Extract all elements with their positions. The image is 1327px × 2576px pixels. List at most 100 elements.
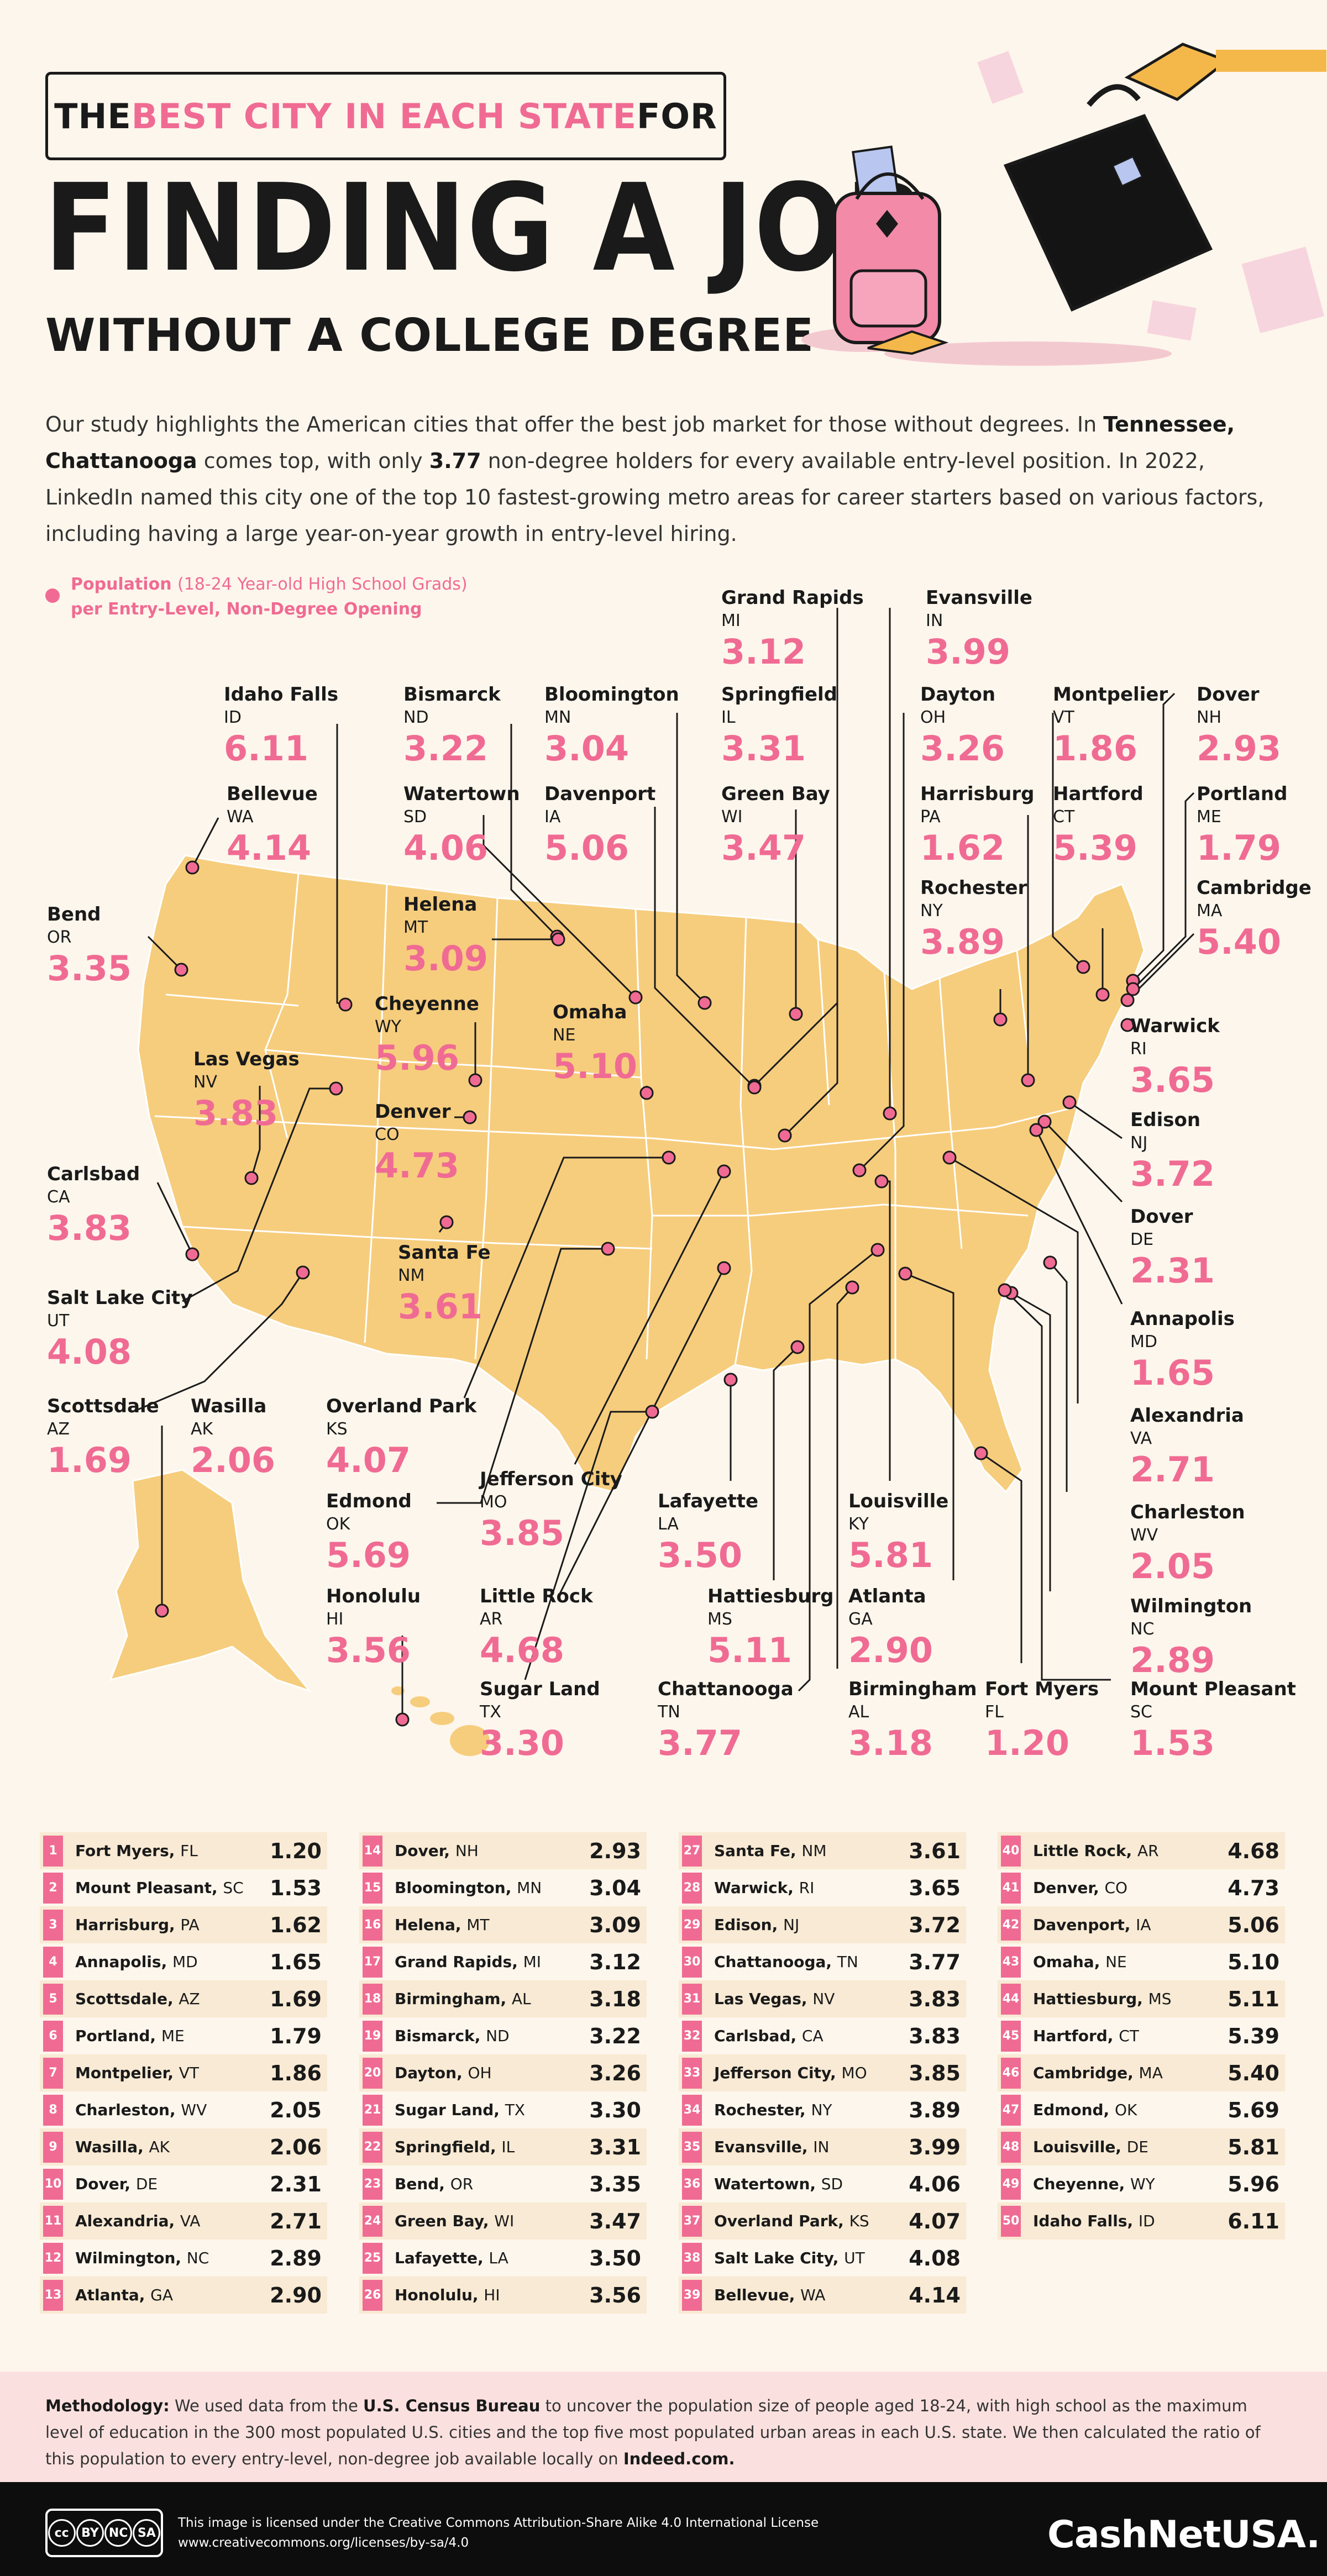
license-link[interactable]: www.creativecommons.org/licenses/by-sa/4… — [178, 2536, 469, 2550]
map-label-city: Bloomington — [544, 684, 679, 706]
city-dot — [1120, 1018, 1135, 1032]
row-city: Portland, ME — [75, 2027, 185, 2045]
leader-line — [1035, 1129, 1123, 1305]
intro-text-2: comes top, with only — [197, 449, 429, 473]
table-row: 8 Charleston, WV 2.05 — [40, 2091, 327, 2128]
row-city: Santa Fe, NM — [714, 1842, 827, 1860]
map-label: Cambridge MA 5.40 — [1197, 879, 1312, 959]
table-row: 16 Helena, MT 3.09 — [359, 1906, 647, 1943]
map-label: Warwick RI 3.65 — [1130, 1017, 1220, 1097]
table-row: 29 Edison, NJ 3.72 — [679, 1906, 966, 1943]
map-label-state: WY — [375, 1017, 401, 1037]
title-box: THE BEST CITY IN EACH STATE FOR — [45, 72, 726, 160]
methodology-bold-1: U.S. Census Bureau — [363, 2396, 541, 2415]
map-label-city: Watertown — [403, 783, 520, 805]
table-row: 6 Portland, ME 1.79 — [40, 2017, 327, 2054]
row-city: Dayton, OH — [395, 2064, 492, 2082]
map-label: Charleston WV 2.05 — [1130, 1503, 1245, 1584]
methodology-text-2: to uncover the population size of people… — [45, 2396, 1261, 2468]
intro-bold-value: 3.77 — [429, 449, 481, 473]
row-value: 2.31 — [270, 2172, 322, 2196]
map-label-value: 5.69 — [326, 1535, 411, 1575]
city-dot — [898, 1266, 912, 1281]
map-label: Little Rock AR 4.68 — [480, 1587, 593, 1668]
row-city: Green Bay, WI — [395, 2212, 515, 2230]
map-label-state: MA — [1197, 901, 1223, 921]
row-value: 3.83 — [909, 2023, 961, 2048]
row-state: KS — [849, 2212, 869, 2230]
legend-line2: per Entry-Level, Non-Degree Opening — [71, 600, 422, 619]
map-label-value: 3.65 — [1130, 1060, 1215, 1100]
rank-badge: 2 — [43, 1872, 63, 1904]
map-label-city: Cambridge — [1197, 877, 1312, 899]
map-label: Bend OR 3.35 — [47, 905, 132, 986]
table-row: 37 Overland Park, KS 4.07 — [679, 2202, 966, 2239]
row-city: Rochester, NY — [714, 2101, 832, 2119]
row-value: 3.72 — [909, 1912, 961, 1937]
row-state: WV — [181, 2101, 207, 2119]
map-label-city: Lafayette — [658, 1490, 759, 1512]
map-label-city: Helena — [403, 893, 478, 916]
row-city: Louisville, DE — [1033, 2138, 1148, 2156]
map-label: Rochester NY 3.89 — [920, 879, 1027, 959]
city-dot — [998, 1283, 1012, 1297]
rank-badge: 9 — [43, 2131, 63, 2163]
table-row: 14 Dover, NH 2.93 — [359, 1832, 647, 1869]
rank-badge: 39 — [682, 2279, 702, 2311]
title-post: FOR — [637, 96, 717, 136]
table-row: 15 Bloomington, MN 3.04 — [359, 1869, 647, 1906]
map-label-state: MO — [480, 1492, 507, 1512]
row-city: Wilmington, NC — [75, 2249, 209, 2267]
rank-badge: 38 — [682, 2242, 702, 2274]
table-row: 36 Watertown, SD 4.06 — [679, 2165, 966, 2202]
map-label: Wilmington NC 2.89 — [1130, 1597, 1252, 1678]
row-state: TX — [505, 2101, 525, 2119]
row-state: NH — [455, 1842, 479, 1860]
rank-badge: 7 — [43, 2057, 63, 2089]
map-label-state: TN — [658, 1702, 680, 1722]
map-label-city: Bend — [47, 903, 101, 926]
leader-line — [510, 724, 558, 938]
table-row: 47 Edmond, OK 5.69 — [998, 2091, 1285, 2128]
row-city: Springfield, IL — [395, 2138, 515, 2156]
table-row: 50 Idaho Falls, ID 6.11 — [998, 2202, 1285, 2239]
row-value: 3.35 — [589, 2172, 641, 2196]
row-state: NE — [1105, 1953, 1127, 1971]
rank-badge: 11 — [43, 2205, 63, 2237]
rank-badge: 21 — [363, 2094, 382, 2126]
map-label-city: Overland Park — [326, 1395, 477, 1417]
map-label-city: Santa Fe — [398, 1242, 491, 1264]
city-dot — [778, 1128, 792, 1143]
row-state: VT — [179, 2064, 199, 2082]
map-label-value: 6.11 — [224, 728, 308, 769]
map-label-city: Dayton — [920, 684, 996, 706]
map-label-city: Denver — [375, 1101, 451, 1123]
table-row: 45 Hartford, CT 5.39 — [998, 2017, 1285, 2054]
map-label: Hartford CT 5.39 — [1053, 785, 1144, 865]
table-row: 18 Birmingham, AL 3.18 — [359, 1980, 647, 2017]
row-value: 3.12 — [589, 1949, 641, 1974]
rank-badge: 14 — [363, 1835, 382, 1867]
license-text: This image is licensed under the Creativ… — [178, 2513, 819, 2553]
map-label-value: 1.20 — [985, 1723, 1069, 1763]
map-label-state: SD — [403, 807, 427, 827]
row-city: Mount Pleasant, SC — [75, 1879, 244, 1897]
rank-badge: 22 — [363, 2131, 382, 2163]
leader-line — [798, 1249, 878, 1692]
map-label: Atlanta GA 2.90 — [848, 1587, 933, 1668]
map-label: Dover NH 2.93 — [1197, 685, 1281, 766]
city-dot — [639, 1086, 654, 1100]
table-row: 32 Carlsbad, CA 3.83 — [679, 2017, 966, 2054]
city-dot — [942, 1150, 957, 1165]
leader-line — [753, 713, 838, 1087]
map-label: Denver CO 4.73 — [375, 1102, 459, 1183]
row-value: 4.73 — [1228, 1875, 1279, 1900]
backpack-icon — [833, 145, 949, 355]
map-label-value: 2.05 — [1130, 1546, 1215, 1586]
map-label-state: MD — [1130, 1332, 1157, 1352]
table-row: 33 Jefferson City, MO 3.85 — [679, 2054, 966, 2091]
map-label-value: 5.10 — [553, 1046, 637, 1086]
row-value: 5.40 — [1228, 2060, 1279, 2085]
map-label-state: AK — [191, 1420, 213, 1439]
map-label-state: LA — [658, 1515, 679, 1534]
